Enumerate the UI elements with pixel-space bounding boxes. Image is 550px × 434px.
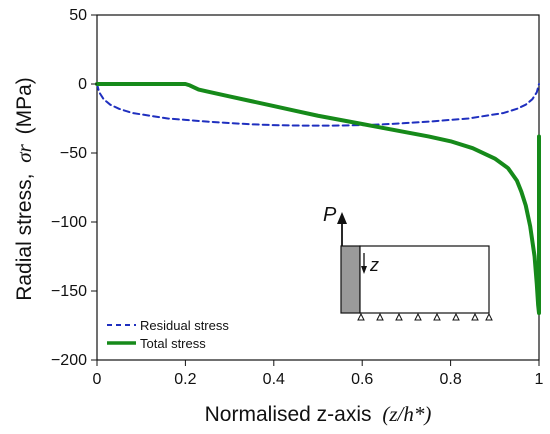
y-tick-label: −150: [51, 283, 87, 300]
y-axis-unit: (MPa): [13, 77, 36, 134]
x-axis-label: Normalised z-axis: [205, 403, 372, 426]
legend-label-residual: Residual stress: [140, 318, 229, 333]
x-tick-label: 0.8: [439, 371, 461, 388]
load-label: P: [323, 204, 337, 226]
depth-arrow-head: [361, 266, 367, 274]
support-triangle: [471, 312, 479, 321]
ticks-layer: 0 0.2 0.4 0.6 0.8 1 −200 −150 −100 −50 0 50: [51, 7, 544, 388]
y-tick-label: 0: [78, 76, 87, 93]
y-tick-label: 50: [69, 7, 87, 24]
series-layer: [95, 82, 541, 316]
support-triangle: [357, 312, 365, 321]
y-tick-label: −50: [60, 145, 87, 162]
x-tick-label: 1: [535, 371, 544, 388]
y-tick-label: −200: [51, 352, 87, 369]
support-triangle: [395, 312, 403, 321]
y-tick-label: −100: [51, 214, 87, 231]
x-axis-title: Normalised z-axis (z/h*): [205, 402, 432, 426]
y-axis-math: σr: [12, 143, 36, 162]
load-arrow-head: [337, 212, 347, 224]
support-triangle: [452, 312, 460, 321]
support-triangles: [357, 312, 493, 321]
y-axis-title: Radial stress, σr (MPa): [12, 77, 36, 301]
depth-label: z: [369, 255, 379, 275]
x-tick-label: 0: [93, 371, 102, 388]
support-triangle: [376, 312, 384, 321]
support-triangle: [485, 312, 493, 321]
specimen-box: [359, 245, 490, 314]
y-axis-label: Radial stress,: [13, 174, 36, 301]
legend-label-total: Total stress: [140, 336, 206, 351]
load-zone: [340, 245, 361, 314]
x-tick-label: 0.6: [351, 371, 373, 388]
inset-diagram: P z: [323, 204, 493, 321]
x-axis-math: (z/h*): [382, 402, 431, 426]
support-triangle: [414, 312, 422, 321]
series-line-total-stress: [95, 82, 541, 316]
series-line-residual-stress: [96, 83, 540, 127]
support-triangle: [433, 312, 441, 321]
legend: Residual stress Total stress: [107, 318, 229, 351]
x-tick-label: 0.2: [174, 371, 196, 388]
x-tick-label: 0.4: [263, 371, 285, 388]
